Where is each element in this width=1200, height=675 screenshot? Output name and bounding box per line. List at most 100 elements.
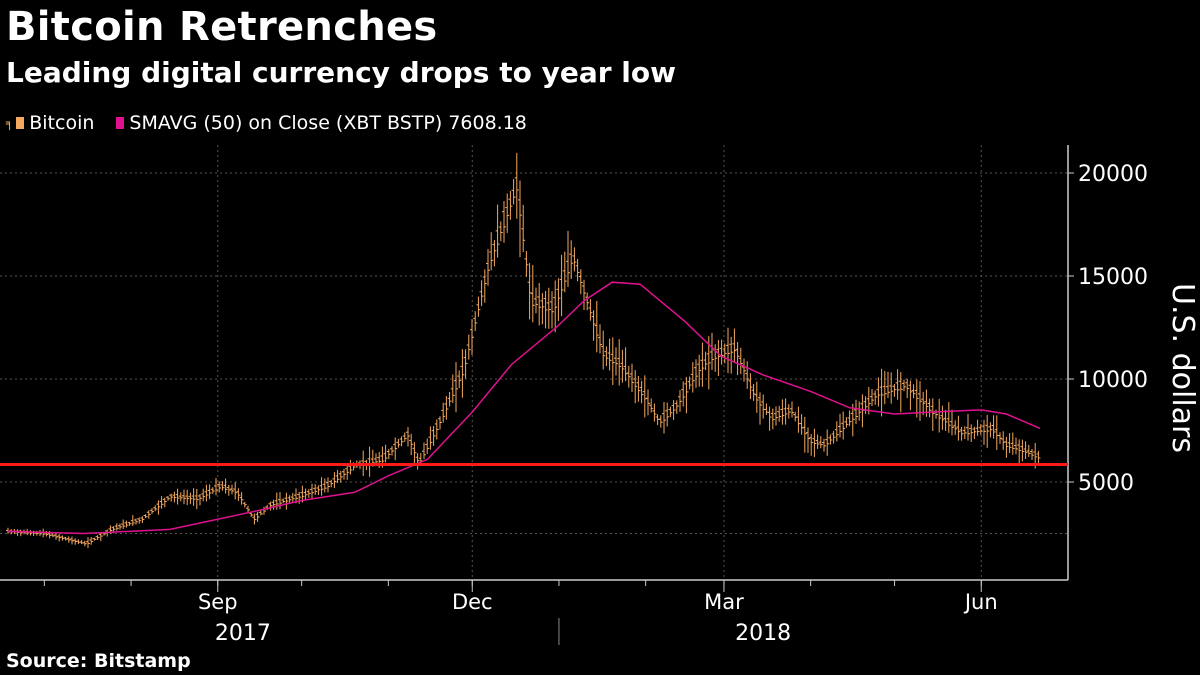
ohlc-bar — [226, 484, 231, 496]
ohlc-bar — [550, 291, 554, 329]
ohlc-bar — [543, 290, 548, 329]
ohlc-bar — [559, 254, 564, 317]
ohlc-bar — [585, 292, 590, 311]
ohlc-bar — [498, 221, 503, 242]
ohlc-bar — [284, 492, 289, 510]
ohlc-bar — [918, 381, 922, 422]
ohlc-bar — [834, 421, 839, 442]
ohlc-bar — [505, 193, 510, 233]
ohlc-bar — [703, 351, 708, 371]
ohlc-bar — [674, 400, 679, 414]
ohlc-bar — [188, 492, 193, 505]
ohlc-bar — [735, 342, 740, 376]
ohlc-bar — [553, 280, 558, 333]
ohlc-bar — [850, 403, 855, 437]
ohlc-bar — [169, 493, 174, 502]
ohlc-bar — [463, 349, 468, 379]
ohlc-bar — [156, 500, 161, 515]
legend-swatch-smavg — [116, 117, 125, 129]
ohlc-bar — [822, 438, 826, 452]
smavg-series — [7, 281, 1041, 535]
y-tick-label: 5000 — [1078, 471, 1134, 496]
ohlc-bar — [978, 423, 983, 435]
ohlc-bar — [527, 263, 532, 320]
ohlc-bar — [447, 391, 452, 407]
ohlc-bar — [537, 283, 542, 326]
ohlc-bar — [396, 438, 401, 448]
ohlc-bar — [175, 488, 180, 505]
ohlc-bar — [684, 377, 689, 414]
ohlc-bar — [140, 516, 145, 524]
ohlc-bar — [367, 446, 372, 477]
ohlc-bar — [287, 495, 292, 503]
ohlc-bar — [562, 251, 567, 293]
ohlc-bar — [70, 536, 74, 545]
ohlc-bar — [482, 269, 487, 303]
ohlc-bar — [671, 400, 676, 420]
ohlc-bar — [1014, 437, 1018, 455]
y-axis-ticks: 5000 10000 15000 20000 — [1068, 162, 1148, 496]
ohlc-bar — [338, 470, 343, 483]
ohlc-bar — [898, 371, 903, 413]
ohlc-bar — [15, 529, 20, 536]
ohlc-bar — [847, 410, 852, 427]
ohlc-bar — [988, 422, 993, 438]
ohlc-bar — [1007, 433, 1012, 453]
ohlc-bar — [508, 191, 513, 220]
ohlc-bar — [697, 354, 702, 387]
ohlc-bar — [415, 453, 420, 470]
ohlc-bar — [489, 232, 494, 271]
ohlc-bar — [863, 396, 868, 414]
x-tick-label: Mar — [704, 590, 744, 614]
ohlc-bar — [598, 324, 602, 354]
ohlc-bar — [460, 349, 465, 398]
legend-item-bitcoin: ╕ Bitcoin — [6, 112, 94, 134]
ohlc-bar — [825, 429, 830, 456]
ohlc-bar — [409, 433, 414, 456]
ohlc-bar — [802, 416, 807, 453]
ohlc-bar — [434, 419, 439, 440]
ohlc-bar — [162, 497, 167, 508]
ohlc-bar — [236, 488, 241, 501]
ohlc-bar — [450, 374, 455, 403]
ohlc-bar — [991, 415, 996, 439]
ohlc-bar — [303, 488, 308, 500]
ohlc-bar — [905, 378, 910, 399]
ohlc-bar — [722, 343, 727, 364]
ohlc-bar — [428, 426, 433, 450]
ohlc-bar — [658, 415, 663, 428]
ohlc-bar — [476, 296, 481, 317]
ohlc-bar — [326, 477, 330, 493]
ohlc-bar — [678, 390, 682, 412]
ohlc-bar — [633, 370, 638, 404]
ohlc-bar — [271, 499, 276, 510]
x-tick-label: Sep — [198, 590, 238, 614]
ohlc-bar — [399, 436, 404, 447]
ohlc-bar — [844, 417, 849, 428]
ohlc-bar — [914, 379, 919, 418]
ohlc-bar — [966, 413, 970, 441]
ohlc-bar — [511, 179, 516, 205]
x-year-label: 2017 — [215, 621, 271, 646]
ohlc-bar — [886, 371, 890, 399]
ohlc-bar — [92, 537, 97, 541]
ohlc-bar — [815, 434, 820, 450]
ohlc-bar — [687, 376, 692, 390]
ohlc-bar — [799, 414, 804, 435]
ohlc-bar — [806, 427, 810, 453]
ohlc-bar — [578, 269, 583, 295]
ohlc-bar — [521, 204, 526, 253]
ohlc-bar — [316, 485, 321, 495]
ohlc-bar — [642, 375, 647, 418]
ohlc-bar — [770, 408, 775, 430]
legend-label-smavg: SMAVG (50) on Close (XBT BSTP) 7608.18 — [129, 112, 527, 134]
ohlc-bar — [594, 300, 599, 353]
ohlc-bar — [514, 152, 519, 219]
ohlc-bar — [204, 484, 209, 502]
ohlc-bar — [172, 491, 177, 503]
ohlc-bar — [668, 406, 673, 418]
ohlc-bar — [1030, 448, 1034, 461]
ohlc-bar — [255, 511, 260, 522]
ohlc-bar — [751, 384, 756, 401]
